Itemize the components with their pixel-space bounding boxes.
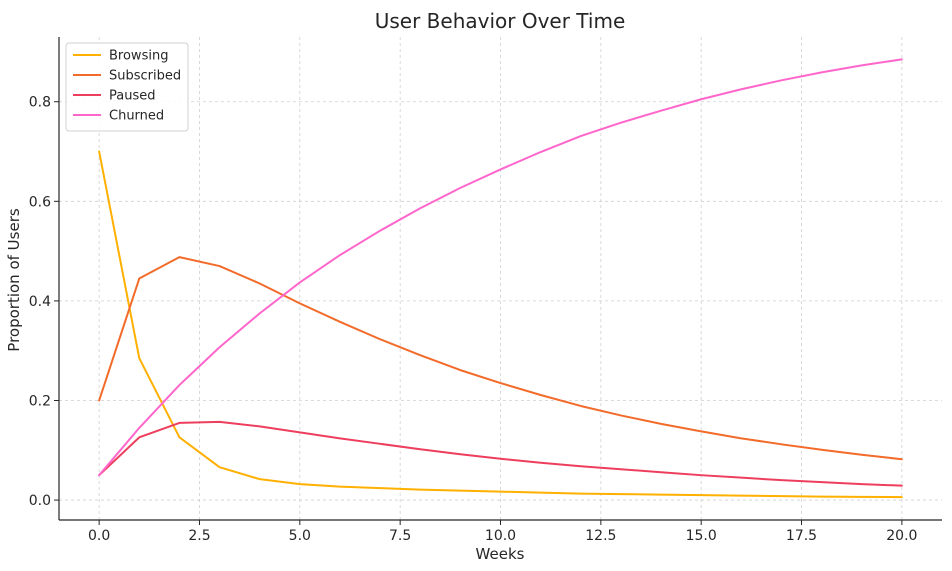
legend-label-browsing: Browsing bbox=[109, 49, 168, 64]
chart-title: User Behavior Over Time bbox=[375, 9, 626, 33]
x-tick-label: 20.0 bbox=[886, 528, 917, 544]
x-tick-label: 0.0 bbox=[88, 528, 110, 544]
x-tick-label: 7.5 bbox=[389, 528, 411, 544]
x-tick-label: 15.0 bbox=[686, 528, 717, 544]
legend-label-churned: Churned bbox=[109, 109, 164, 124]
legend-label-paused: Paused bbox=[109, 89, 155, 104]
legend: Browsing Subscribed Paused Churned bbox=[65, 42, 189, 132]
axes bbox=[54, 37, 942, 525]
legend-frame bbox=[65, 42, 189, 132]
x-tick-label: 2.5 bbox=[188, 528, 210, 544]
y-axis-label: Proportion of Users bbox=[5, 208, 23, 352]
legend-label-subscribed: Subscribed bbox=[109, 69, 181, 84]
x-tick-label: 17.5 bbox=[786, 528, 817, 544]
y-tick-label: 0.8 bbox=[29, 95, 51, 111]
x-tick-label: 5.0 bbox=[289, 528, 311, 544]
x-axis-label: Weeks bbox=[476, 545, 525, 563]
y-tick-label: 0.0 bbox=[29, 493, 51, 509]
y-tick-label: 0.2 bbox=[29, 393, 51, 409]
x-tick-label: 10.0 bbox=[485, 528, 516, 544]
tick-labels: 0.0 2.5 5.0 7.5 10.0 12.5 15.0 17.5 20.0 0.0 0.2 0.… bbox=[29, 95, 918, 544]
series-lines bbox=[98, 58, 903, 499]
x-tick-label: 12.5 bbox=[585, 528, 616, 544]
y-tick-label: 0.6 bbox=[29, 194, 51, 210]
y-tick-label: 0.4 bbox=[29, 294, 51, 310]
series-line-paused bbox=[98, 420, 903, 487]
series-line-churned bbox=[98, 58, 903, 477]
series-line-browsing bbox=[98, 150, 903, 499]
grid bbox=[59, 37, 942, 520]
series-line-subscribed bbox=[98, 256, 903, 461]
